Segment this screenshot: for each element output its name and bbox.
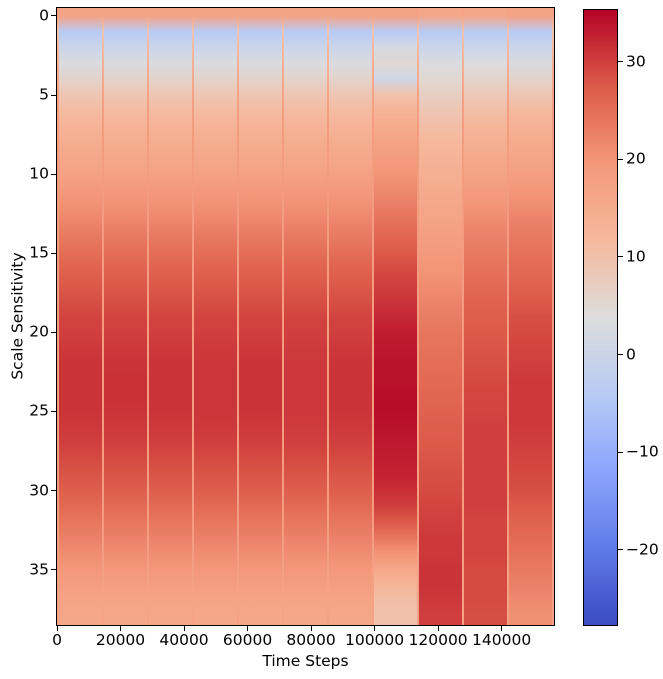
x-tick-mark [56,626,58,631]
heatmap-seam [102,8,104,625]
colorbar-tick-label: 10 [626,247,646,266]
x-tick-label: 40000 [159,631,209,649]
heatmap-column-segment-09 [419,8,462,625]
y-tick-mark [51,94,56,96]
x-tick-label: 140000 [472,631,532,649]
y-tick-mark [51,173,56,175]
x-tick-mark [120,626,121,631]
colorbar-tick-mark [618,354,623,356]
x-tick-label: 80000 [286,631,336,649]
heatmap-column-segment-03 [149,8,192,625]
colorbar-tick-label: −20 [626,540,659,559]
colorbar-tick-mark [618,256,623,258]
heatmap-column-segment-05 [239,8,282,625]
x-tick-mark [183,626,185,631]
heatmap-seam [147,8,149,625]
heatmap-column-segment-07 [329,8,372,625]
x-tick-label: 100000 [344,631,405,649]
heatmap-column-segment-02 [104,8,147,625]
y-tick-mark [51,569,56,571]
heatmap-column-segment-06 [284,8,327,625]
heatmap-seam [462,8,464,625]
x-tick-label: 120000 [408,631,468,649]
colorbar-tick-label: −10 [626,442,659,461]
x-tick-mark [501,626,503,631]
heatmap-column-segment-04 [194,8,237,625]
y-tick-mark [51,410,56,412]
heatmap [56,7,555,626]
colorbar [583,9,618,626]
y-tick-label: 20 [29,322,49,341]
y-tick-label: 15 [29,243,49,262]
heatmap-column-segment-08 [374,8,417,625]
heatmap-seam [57,8,59,625]
heatmap-seam [282,8,284,625]
y-axis-label: Scale Sensitivity [8,252,27,380]
heatmap-column-segment-10 [464,8,507,625]
y-tick-mark [51,331,56,333]
heatmap-column-segment-01 [59,8,102,625]
heatmap-seam [237,8,239,625]
heatmap-seam [552,8,554,625]
y-tick-label: 30 [29,480,49,499]
colorbar-tick-label: 0 [626,344,636,363]
y-tick-mark [51,15,56,17]
y-tick-label: 25 [29,401,49,420]
y-tick-label: 35 [29,559,49,578]
heatmap-seam [327,8,329,625]
heatmap-column-segment-11 [509,8,552,625]
x-tick-label: 20000 [95,631,146,649]
y-tick-mark [51,490,56,492]
heatmap-seam [507,8,509,625]
colorbar-tick-mark [618,549,623,551]
x-tick-mark [247,626,249,631]
x-tick-mark [437,626,439,631]
x-tick-label: 60000 [222,631,273,649]
y-tick-mark [51,252,56,254]
colorbar-tick-label: 20 [626,149,646,168]
x-tick-mark [374,626,376,631]
colorbar-tick-mark [618,158,623,160]
heatmap-seam [417,8,419,625]
heatmap-seam [192,8,194,625]
y-tick-label: 0 [39,6,49,25]
x-axis-label: Time Steps [262,652,349,670]
x-tick-label: 0 [52,631,62,649]
colorbar-tick-mark [618,451,623,453]
colorbar-tick-mark [618,61,623,63]
x-tick-mark [310,626,312,631]
y-tick-label: 10 [29,164,49,183]
heatmap-seam [372,8,374,625]
y-tick-label: 5 [39,85,49,104]
colorbar-tick-label: 30 [626,51,646,70]
